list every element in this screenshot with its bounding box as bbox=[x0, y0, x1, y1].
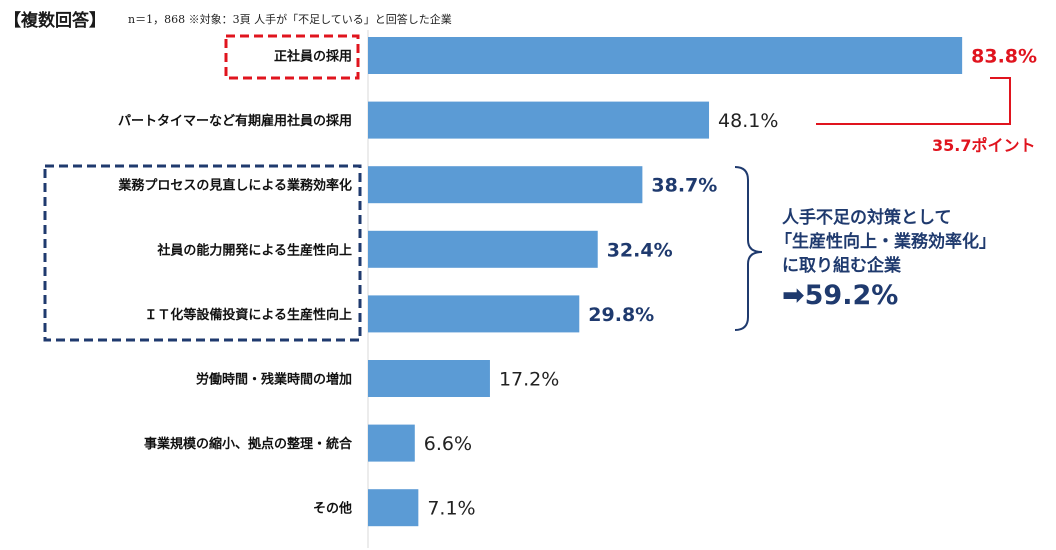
value-label-6: 17.2% bbox=[499, 369, 559, 391]
category-label-2: パートタイマーなど有期雇用社員の採用 bbox=[118, 113, 352, 129]
category-label-1: 正社員の採用 bbox=[274, 49, 352, 65]
bar-1 bbox=[368, 37, 963, 74]
bar-4 bbox=[368, 230, 598, 268]
value-label-8: 7.1% bbox=[427, 498, 475, 520]
group-bracket bbox=[734, 166, 763, 331]
bar-5 bbox=[368, 295, 580, 333]
bar-6 bbox=[368, 360, 490, 397]
bar-2 bbox=[368, 101, 710, 139]
category-label-5: ＩＴ化等設備投資による生産性向上 bbox=[144, 307, 352, 323]
value-label-4: 32.4% bbox=[607, 239, 673, 261]
value-label-1: 83.8% bbox=[971, 46, 1037, 68]
difference-connector bbox=[816, 77, 1011, 125]
difference-callout: 35.7ポイント bbox=[932, 136, 1036, 155]
value-label-2: 48.1% bbox=[718, 110, 778, 132]
category-label-3: 業務プロセスの見直しによる業務効率化 bbox=[117, 178, 352, 194]
answer-type-tag: 【複数回答】 bbox=[4, 11, 106, 31]
category-label-4: 社員の能力開発による生産性向上 bbox=[156, 242, 352, 258]
category-label-8: その他 bbox=[313, 501, 352, 517]
value-label-5: 29.8% bbox=[588, 304, 654, 326]
value-label-3: 38.7% bbox=[651, 175, 717, 197]
bar-7 bbox=[368, 424, 415, 462]
bar-8 bbox=[368, 489, 419, 527]
group-callout-line3: に取り組む企業 bbox=[782, 256, 901, 276]
group-callout: 人手不足の対策として 「生産性向上・業務効率化」 に取り組む企業 ➡59.2% bbox=[775, 206, 996, 314]
sample-note: n＝1，868 ※対象：3頁 人手が「不足している」と回答した企業 bbox=[128, 13, 452, 26]
group-callout-line2: 「生産性向上・業務効率化」 bbox=[775, 232, 996, 252]
highlight-box-red bbox=[224, 34, 360, 80]
value-label-7: 6.6% bbox=[424, 433, 472, 455]
bar-3 bbox=[368, 166, 643, 204]
highlight-box-navy bbox=[43, 164, 362, 342]
group-callout-line1: 人手不足の対策として bbox=[782, 208, 952, 228]
category-label-7: 事業規模の縮小、拠点の整理・統合 bbox=[144, 436, 353, 452]
group-callout-total: ➡59.2% bbox=[782, 280, 899, 311]
category-label-6: 労働時間・残業時間の増加 bbox=[196, 372, 352, 388]
